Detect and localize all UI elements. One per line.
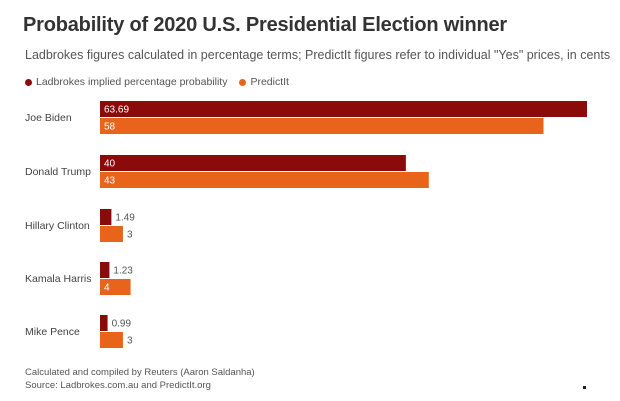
bar-predictit-joe-biden [100, 118, 544, 134]
legend-label-ladbrokes: Ladbrokes implied percentage probability [36, 76, 228, 88]
category-label-joe-biden: Joe Biden [25, 112, 72, 124]
data-label-predictit-mike-pence: 3 [127, 336, 133, 347]
data-label-predictit-kamala-harris: 4 [104, 283, 110, 294]
bar-predictit-kamala-harris [100, 279, 131, 295]
legend-swatch-predictit [239, 78, 247, 86]
bar-predictit-hillary-clinton [100, 226, 123, 242]
data-label-ladbrokes-donald-trump: 40 [104, 159, 116, 170]
corner-dot [583, 386, 586, 389]
legend-swatch-ladbrokes [25, 78, 32, 86]
bar-ladbrokes-hillary-clinton [100, 209, 112, 225]
legend-label-predictit: PredictIt [250, 76, 289, 88]
bar-ladbrokes-mike-pence [100, 315, 108, 331]
legend-item-ladbrokes: Ladbrokes implied percentage probability [25, 76, 227, 88]
data-label-predictit-joe-biden: 58 [104, 122, 116, 133]
data-label-ladbrokes-kamala-harris: 1.23 [113, 266, 133, 277]
legend-item-predictit: PredictIt [239, 76, 289, 88]
category-label-hillary-clinton: Hillary Clinton [25, 220, 90, 232]
category-label-donald-trump: Donald Trump [25, 166, 91, 178]
data-label-ladbrokes-mike-pence: 0.99 [112, 319, 132, 330]
bar-ladbrokes-kamala-harris [100, 262, 110, 278]
data-label-ladbrokes-joe-biden: 63.69 [104, 105, 129, 116]
footer-source: Source: Ladbrokes.com.au and PredictIt.o… [25, 380, 211, 391]
footer-credit: Calculated and compiled by Reuters (Aaro… [25, 367, 255, 378]
chart-subtitle: Ladbrokes figures calculated in percenta… [25, 48, 611, 62]
bar-predictit-mike-pence [100, 332, 123, 348]
category-label-mike-pence: Mike Pence [25, 326, 80, 338]
data-label-predictit-hillary-clinton: 3 [127, 230, 133, 241]
chart-title: Probability of 2020 U.S. Presidential El… [23, 14, 507, 36]
bar-predictit-donald-trump [100, 172, 429, 188]
data-label-predictit-donald-trump: 43 [104, 176, 116, 187]
category-label-kamala-harris: Kamala Harris [25, 273, 92, 285]
bar-ladbrokes-donald-trump [100, 155, 406, 171]
data-label-ladbrokes-hillary-clinton: 1.49 [115, 213, 135, 224]
chart-footer: Calculated and compiled by Reuters (Aaro… [25, 366, 255, 392]
bar-ladbrokes-joe-biden [100, 101, 587, 117]
legend: Ladbrokes implied percentage probability… [25, 76, 301, 88]
